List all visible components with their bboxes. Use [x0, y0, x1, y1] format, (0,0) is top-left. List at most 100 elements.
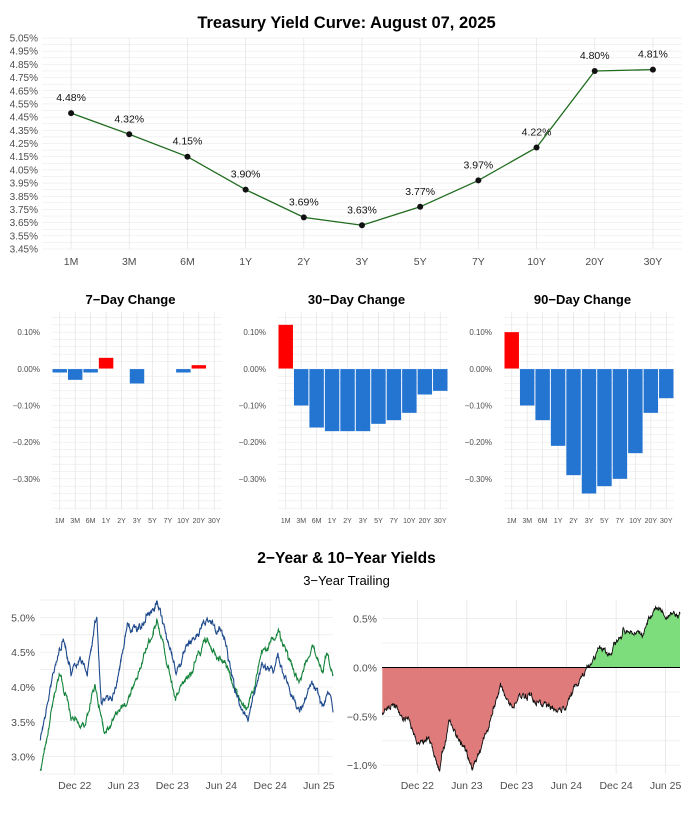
y-tick-label: 0.00%	[469, 365, 492, 374]
x-tick-label: Dec 24	[599, 780, 632, 792]
y-tick-label: 4.85%	[10, 60, 38, 71]
y-tick-label: 4.05%	[10, 165, 38, 176]
x-tick-label: 3M	[522, 518, 532, 525]
change-bar	[83, 368, 98, 373]
x-tick-label: Dec 23	[500, 780, 533, 792]
y-tick-label: −1.0%	[347, 760, 377, 772]
x-tick-label: 5Y	[600, 518, 609, 525]
y-tick-label: 0.10%	[243, 328, 266, 337]
change-bar	[659, 368, 674, 399]
x-tick-label: 6M	[312, 518, 322, 525]
change-bar	[371, 368, 386, 424]
x-tick-label: Jun 24	[205, 780, 237, 792]
data-point	[359, 222, 365, 229]
change-bar	[309, 368, 324, 428]
data-point	[649, 66, 656, 73]
y-tick-label: 4.35%	[10, 126, 38, 137]
y-tick-label: 3.0%	[11, 752, 35, 764]
x-tick-label: 10Y	[527, 256, 546, 268]
change-bar	[191, 365, 207, 369]
y-tick-label: 0.10%	[469, 328, 492, 337]
change-bar	[129, 368, 145, 384]
spread-plot: 0.5% 0.0% −0.5% −1.0% Dec 22 Jun 23 Dec 23 Jun …	[347, 600, 682, 792]
x-tick-label: Jun 23	[108, 780, 140, 792]
change-90d-title: 90−Day Change	[533, 292, 632, 307]
spread-chart: 0.5% 0.0% −0.5% −1.0% Dec 22 Jun 23 Dec 23 Jun …	[340, 596, 693, 817]
x-tick-label: 1M	[507, 518, 517, 525]
yields-section-title: 2−Year & 10−Year Yields	[257, 550, 436, 567]
x-tick-label: 7Y	[164, 518, 173, 525]
x-tick-label: 7Y	[390, 518, 399, 525]
data-label: 3.63%	[347, 204, 377, 216]
y-tick-label: 4.75%	[10, 73, 38, 84]
x-tick-label: 3M	[296, 518, 306, 525]
y-tick-label: −0.30%	[465, 475, 492, 484]
yields-2y-10y-plot: 3.0% 3.5% 4.0% 4.5% 5.0% Dec 22 Jun 23 Dec 23 Ju…	[11, 599, 335, 792]
y-tick-label: 4.0%	[11, 682, 35, 694]
change-bar	[581, 368, 597, 494]
data-label: 3.90%	[231, 169, 261, 181]
data-label: 3.77%	[405, 186, 435, 198]
y-tick-label: 4.65%	[10, 86, 38, 97]
x-tick-label: 1Y	[328, 518, 337, 525]
x-tick-label: 10Y	[403, 518, 416, 525]
x-tick-label: Dec 24	[254, 780, 287, 792]
y-tick-label: 3.75%	[10, 205, 38, 216]
x-tick-label: 6M	[538, 518, 548, 525]
x-tick-label: Dec 22	[58, 780, 91, 792]
series-line-10y	[39, 618, 334, 771]
x-tick-label: 3Y	[356, 256, 369, 268]
data-point	[533, 144, 540, 151]
chart-title: Treasury Yield Curve: August 07, 2025	[197, 14, 496, 32]
change-bar	[643, 368, 659, 413]
x-tick-label: 6M	[86, 518, 96, 525]
data-point	[475, 177, 482, 184]
y-tick-label: 0.5%	[353, 614, 377, 626]
change-90d-chart: 90−Day Change 0.10% 0.00% −0.10% −0.20% −0.3…	[452, 290, 685, 535]
data-label: 3.69%	[289, 196, 319, 208]
change-bar	[402, 368, 417, 413]
y-tick-label: 4.15%	[10, 152, 38, 163]
y-tick-label: −0.30%	[13, 475, 40, 484]
x-tick-label: 3M	[70, 518, 80, 525]
x-tick-label: 1Y	[102, 518, 111, 525]
x-tick-label: 1Y	[554, 518, 563, 525]
x-tick-label: 6M	[180, 256, 195, 268]
data-label: 4.81%	[638, 49, 668, 61]
y-tick-label: −0.30%	[239, 475, 266, 484]
x-tick-label: 1M	[55, 518, 65, 525]
x-tick-label: 2Y	[117, 518, 126, 525]
change-30d-title: 30−Day Change	[307, 292, 406, 307]
change-90d-plot: 0.10% 0.00% −0.10% −0.20% −0.30% 1M 3M 6M 1Y 2Y 3Y…	[465, 312, 674, 525]
x-tick-label: 2Y	[297, 256, 310, 268]
y-tick-label: 0.10%	[17, 328, 40, 337]
x-tick-label: 1M	[64, 256, 79, 268]
data-label: 3.97%	[463, 159, 493, 171]
data-label: 4.80%	[580, 50, 610, 62]
change-7d-title: 7−Day Change	[85, 292, 176, 307]
change-7d-plot: 0.10% 0.00% −0.10% −0.20% −0.30% 1M 3M 6M 1Y 2Y 3Y…	[13, 312, 222, 525]
x-tick-label: 20Y	[645, 518, 658, 525]
yields-section-subtitle: 3−Year Trailing	[303, 573, 390, 588]
data-point	[417, 203, 424, 210]
x-tick-label: 5Y	[414, 256, 427, 268]
x-tick-label: Jun 25	[650, 780, 682, 792]
y-tick-label: −0.20%	[465, 438, 492, 447]
yields-2y-10y-chart: 3.0% 3.5% 4.0% 4.5% 5.0% Dec 22 Jun 23 Dec 23 Ju…	[0, 596, 340, 817]
y-tick-label: −0.10%	[239, 402, 266, 411]
x-tick-label: Dec 22	[401, 780, 434, 792]
change-bar	[98, 357, 114, 369]
change-bar	[278, 324, 293, 369]
x-tick-label: 3Y	[133, 518, 142, 525]
x-tick-label: 1M	[281, 518, 291, 525]
y-tick-label: 0.00%	[17, 365, 40, 374]
change-bar	[340, 368, 355, 432]
y-tick-label: 4.25%	[10, 139, 38, 150]
data-point	[591, 67, 598, 74]
y-tick-label: 3.55%	[10, 231, 38, 242]
spread-line	[381, 605, 681, 772]
change-bar	[550, 368, 566, 446]
change-bar	[324, 368, 340, 432]
change-bar	[293, 368, 309, 406]
spread-positive-area	[382, 606, 680, 668]
